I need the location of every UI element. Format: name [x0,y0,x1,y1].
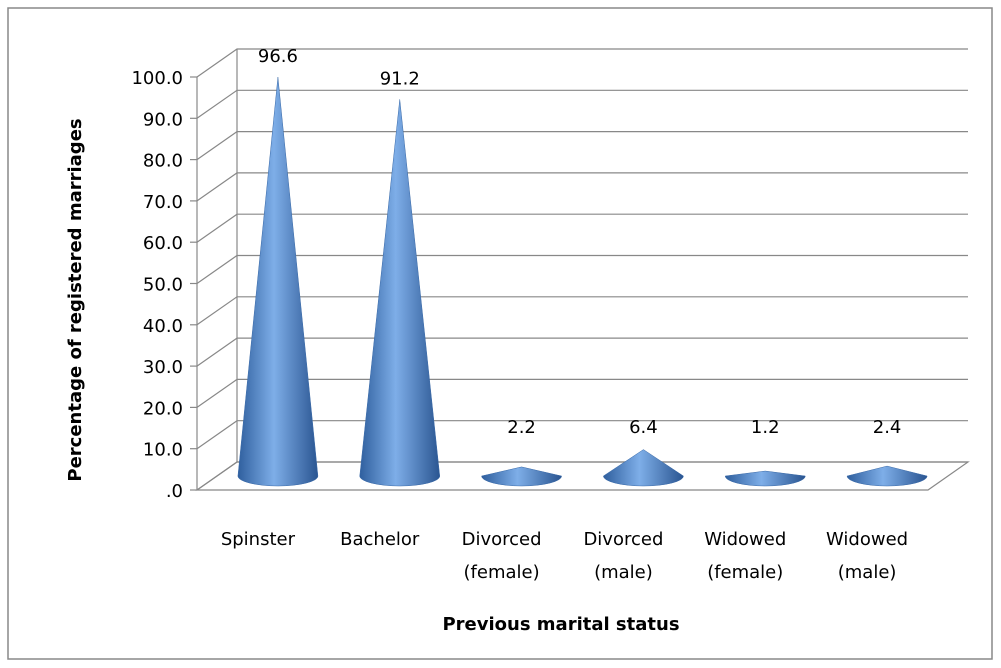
grid-line [196,461,968,491]
chart-border [7,7,993,660]
grid-line [196,89,968,119]
y-tick-label: 70.0 [143,192,183,213]
cone [846,465,928,487]
grid-line [196,378,968,408]
x-tick-label: Widowed (male) [826,529,909,583]
y-tick-label: 90.0 [143,109,183,130]
cone [481,466,562,487]
grid-line [196,213,968,243]
y-tick-label: 100.0 [131,68,183,89]
data-label: 2.4 [873,417,902,438]
cone [603,449,684,487]
grid-line [196,172,968,202]
data-label: 2.2 [507,417,536,438]
grid-line [196,337,968,367]
y-tick-label: 40.0 [143,316,183,337]
grid-line [196,48,968,78]
y-tick-label: .0 [166,481,183,502]
cone [237,77,319,487]
x-tick-label: Divorced (male) [583,529,664,583]
y-tick-label: 20.0 [143,398,183,419]
grid-line [196,296,968,326]
data-label: 6.4 [629,417,658,438]
grid-line [196,131,968,161]
y-tick-label: 60.0 [143,233,183,254]
x-tick-label: Widowed (female) [704,529,787,583]
data-label: 1.2 [751,417,780,438]
y-tick-label: 30.0 [143,357,183,378]
x-tick-label: Divorced (female) [461,529,542,583]
y-tick-label: 10.0 [143,440,183,461]
data-label: 91.2 [380,68,420,89]
cone [724,470,806,487]
x-tick-label: Spinster [220,529,295,550]
grid-line [196,420,968,450]
y-axis-title: Percentage of registered marriages [65,118,86,481]
x-tick-label: Bachelor [340,529,420,550]
grid-line [196,254,968,284]
cone [359,99,441,487]
data-label: 96.6 [258,46,298,67]
x-axis-title: Previous marital status [442,614,679,635]
y-tick-label: 80.0 [143,151,183,172]
y-tick-label: 50.0 [143,275,183,296]
